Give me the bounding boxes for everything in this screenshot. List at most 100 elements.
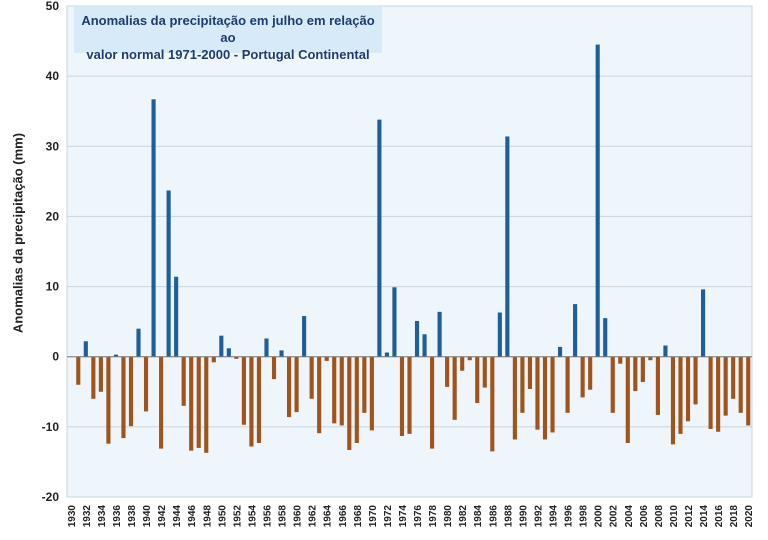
bar-1937 <box>121 356 126 439</box>
x-tick-label: 1986 <box>488 505 499 528</box>
bar-1997 <box>573 304 578 357</box>
bar-1965 <box>332 356 337 424</box>
bar-2017 <box>723 356 728 416</box>
bar-1938 <box>128 356 134 427</box>
x-tick-label: 1970 <box>368 505 379 528</box>
bar-1960 <box>294 356 299 413</box>
bar-2011 <box>678 356 683 434</box>
x-tick-label: 1950 <box>217 505 228 528</box>
bar-1932 <box>83 341 88 357</box>
bar-1949 <box>211 356 216 363</box>
bar-1976 <box>414 320 420 357</box>
bar-1968 <box>354 356 359 443</box>
y-tick-label: 20 <box>46 209 60 223</box>
bar-1951 <box>226 348 231 357</box>
bar-1999 <box>588 356 593 390</box>
bar-1955 <box>256 356 262 443</box>
bar-2014 <box>701 289 706 357</box>
x-tick-label: 2010 <box>669 505 680 528</box>
x-tick-label: 1992 <box>533 505 544 528</box>
bar-1966 <box>339 356 344 426</box>
bar-2019 <box>738 356 743 413</box>
bar-2010 <box>670 356 676 445</box>
x-tick-label: 1998 <box>579 505 590 528</box>
bar-1944 <box>174 276 179 357</box>
chart-title: Anomalias da precipitação em julho em re… <box>81 13 375 45</box>
bar-1975 <box>407 356 412 434</box>
y-tick-label: 10 <box>46 280 60 294</box>
bar-1994 <box>550 356 555 433</box>
bars <box>76 44 751 453</box>
x-tick-label: 1984 <box>473 505 484 528</box>
x-tick-label: 1962 <box>308 505 319 528</box>
y-tick-label: 50 <box>46 0 60 13</box>
bar-2020 <box>746 356 751 426</box>
bar-1935 <box>106 356 111 444</box>
bar-1969 <box>362 356 367 413</box>
x-tick-label: 1942 <box>157 505 168 528</box>
bar-1933 <box>91 356 96 399</box>
x-tick-label: 1972 <box>383 505 394 528</box>
bar-1981 <box>452 356 457 420</box>
x-tick-label: 2012 <box>684 505 695 528</box>
bar-1972 <box>384 352 389 357</box>
x-tick-label: 1980 <box>443 505 454 528</box>
bar-1993 <box>542 356 548 440</box>
x-tick-label: 1932 <box>82 505 93 528</box>
bar-1980 <box>445 356 450 387</box>
bar-1973 <box>392 287 397 357</box>
bar-1959 <box>286 356 292 418</box>
x-tick-label: 1988 <box>503 505 514 528</box>
x-tick-label: 1940 <box>142 505 153 528</box>
bar-1967 <box>347 356 352 451</box>
bar-1984 <box>475 356 480 404</box>
bar-1978 <box>430 356 435 449</box>
bar-1977 <box>422 334 427 357</box>
bar-1958 <box>279 350 284 357</box>
x-tick-label: 2016 <box>714 505 725 528</box>
bar-1956 <box>264 338 269 357</box>
gridlines <box>67 5 752 498</box>
bar-1974 <box>399 356 405 436</box>
bar-1988 <box>505 136 510 357</box>
bar-1942 <box>159 356 164 449</box>
x-tick-label: 1958 <box>278 505 289 528</box>
chart-title-box: Anomalias da precipitação em julho em re… <box>74 7 382 62</box>
y-tick-label: -20 <box>42 490 60 504</box>
x-tick-label: 2008 <box>654 505 665 528</box>
x-tick-label: 1934 <box>97 505 108 528</box>
bar-2005 <box>633 356 638 392</box>
x-tick-label: 1966 <box>338 505 349 528</box>
bar-1947 <box>196 356 201 448</box>
bar-1990 <box>520 356 525 413</box>
bar-1963 <box>317 356 322 434</box>
x-tick-label: 1948 <box>202 505 213 528</box>
bar-1992 <box>535 356 540 430</box>
x-tick-label: 2020 <box>744 505 755 528</box>
bar-2004 <box>625 356 630 443</box>
bar-2003 <box>618 356 623 364</box>
bar-1998 <box>580 356 585 398</box>
bar-1982 <box>460 356 465 371</box>
bar-2002 <box>610 356 615 413</box>
bar-2000 <box>595 44 600 357</box>
x-tick-label: 2018 <box>729 505 740 528</box>
bar-1931 <box>76 356 81 385</box>
x-tick-label: 2002 <box>609 505 620 528</box>
bar-1962 <box>309 356 314 399</box>
bar-2008 <box>655 356 660 415</box>
x-tick-label: 1978 <box>428 505 439 528</box>
bar-1934 <box>98 356 103 392</box>
y-tick-label: 40 <box>46 69 60 83</box>
x-tick-label: 2004 <box>624 505 635 528</box>
x-tick-label: 1944 <box>172 505 183 528</box>
bar-1970 <box>369 356 374 431</box>
bar-1945 <box>181 356 186 406</box>
bar-1971 <box>377 119 382 357</box>
bar-1961 <box>302 316 307 357</box>
bar-2006 <box>640 356 645 382</box>
x-tick-label: 2014 <box>699 505 710 528</box>
bar-2001 <box>603 318 608 357</box>
x-tick-label: 1954 <box>247 505 258 528</box>
